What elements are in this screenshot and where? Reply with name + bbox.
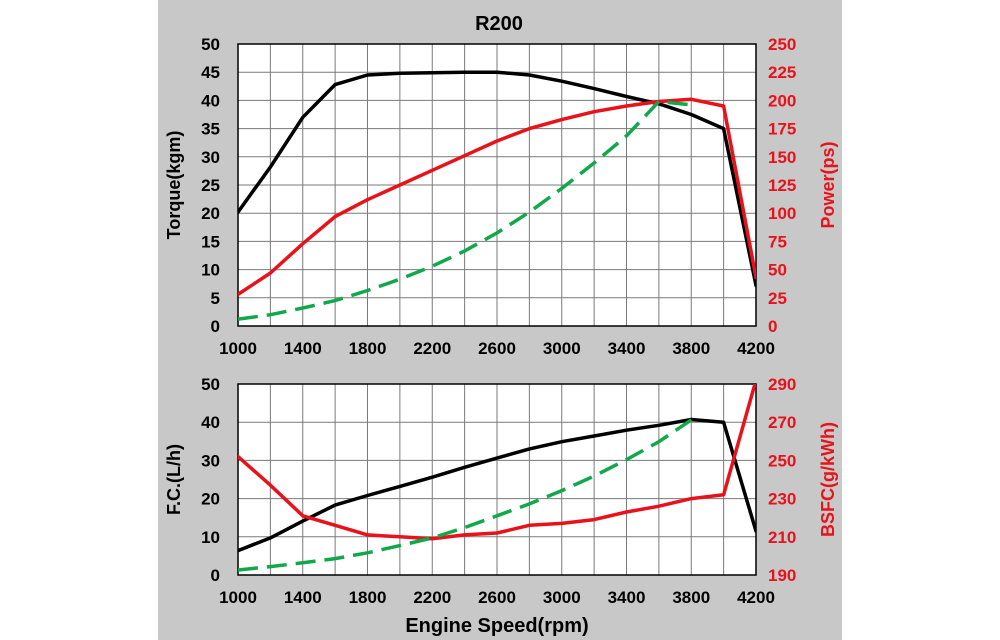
x-tick-label: 1400 [284, 588, 322, 607]
y2-tick-label: 100 [768, 204, 796, 223]
series-line-2 [238, 418, 693, 572]
y-tick-label: 10 [201, 528, 220, 547]
x-tick-label: 1800 [349, 339, 387, 358]
y-tick-label: 10 [201, 261, 220, 280]
x-tick-label: 2600 [478, 339, 516, 358]
x-tick-label: 1000 [219, 588, 257, 607]
x-tick-label: 2600 [478, 588, 516, 607]
y-tick-label: 20 [201, 204, 220, 223]
x-tick-label: 4200 [737, 339, 775, 358]
y2-tick-label: 25 [768, 289, 787, 308]
series-line-1 [238, 97, 756, 297]
y2-tick-label: 200 [768, 91, 796, 110]
y2-tick-label: 270 [768, 413, 796, 432]
plot-frame-0 [237, 43, 757, 327]
x-tick-label: 3000 [543, 588, 581, 607]
y2-axis-label: Power(ps) [818, 141, 838, 228]
chart-panel: 0 5 10 15 20 25 30 35 40 45 50 0 25 50 75 100 125 150 175 2… [158, 0, 842, 640]
y-tick-label: 40 [201, 413, 220, 432]
x-tick-label: 3400 [608, 588, 646, 607]
y-tick-label: 45 [201, 63, 220, 82]
y-tick-label: 20 [201, 490, 220, 509]
series-line-2 [238, 99, 692, 321]
chart-title: R200 [475, 13, 523, 35]
x-tick-label: 3800 [672, 339, 710, 358]
y2-tick-label: 75 [768, 232, 787, 251]
y-tick-label: 5 [211, 289, 220, 308]
series-line-0 [238, 70, 756, 288]
y-axis-label: Torque(kgm) [164, 131, 184, 240]
x-tick-label: 3000 [543, 339, 581, 358]
engine-performance-chart: 0510152025303540455002550751001251501752… [164, 13, 838, 637]
x-axis-label: Engine Speed(rpm) [405, 615, 588, 637]
y2-tick-label: 230 [768, 490, 796, 509]
y2-tick-label: 290 [768, 375, 796, 394]
y-axis-label: F.C.(L/h) [164, 444, 184, 515]
y2-tick-label: 125 [768, 176, 796, 195]
y-tick-label: 50 [201, 35, 220, 54]
y2-tick-label: 50 [768, 261, 787, 280]
y2-tick-label: 225 [768, 63, 796, 82]
y2-tick-label: 250 [768, 451, 796, 470]
y2-tick-label: 175 [768, 120, 796, 139]
y-tick-label: 40 [201, 91, 220, 110]
x-tick-label: 3400 [608, 339, 646, 358]
y-tick-label: 30 [201, 148, 220, 167]
y-tick-label: 25 [201, 176, 220, 195]
x-tick-label: 1800 [349, 588, 387, 607]
y2-tick-label: 150 [768, 148, 796, 167]
y-tick-label: 35 [201, 120, 220, 139]
x-tick-label: 2200 [413, 339, 451, 358]
y2-tick-label: 190 [768, 566, 796, 585]
y2-axis-label: BSFC(g/kWh) [818, 422, 838, 537]
x-tick-label: 3800 [672, 588, 710, 607]
series-line-1 [238, 384, 756, 541]
y2-tick-label: 210 [768, 528, 796, 547]
y2-tick-label: 250 [768, 35, 796, 54]
y-tick-label: 50 [201, 375, 220, 394]
x-tick-label: 1400 [284, 339, 322, 358]
plot-frame-1 [237, 383, 757, 576]
y2-tick-label: 0 [768, 317, 777, 336]
x-tick-label: 4200 [737, 588, 775, 607]
y-tick-label: 0 [211, 566, 220, 585]
x-tick-label: 1000 [219, 339, 257, 358]
y-tick-label: 30 [201, 451, 220, 470]
x-tick-label: 2200 [413, 588, 451, 607]
y-tick-label: 0 [211, 317, 220, 336]
y-tick-label: 15 [201, 232, 220, 251]
series-line-0 [238, 417, 756, 553]
